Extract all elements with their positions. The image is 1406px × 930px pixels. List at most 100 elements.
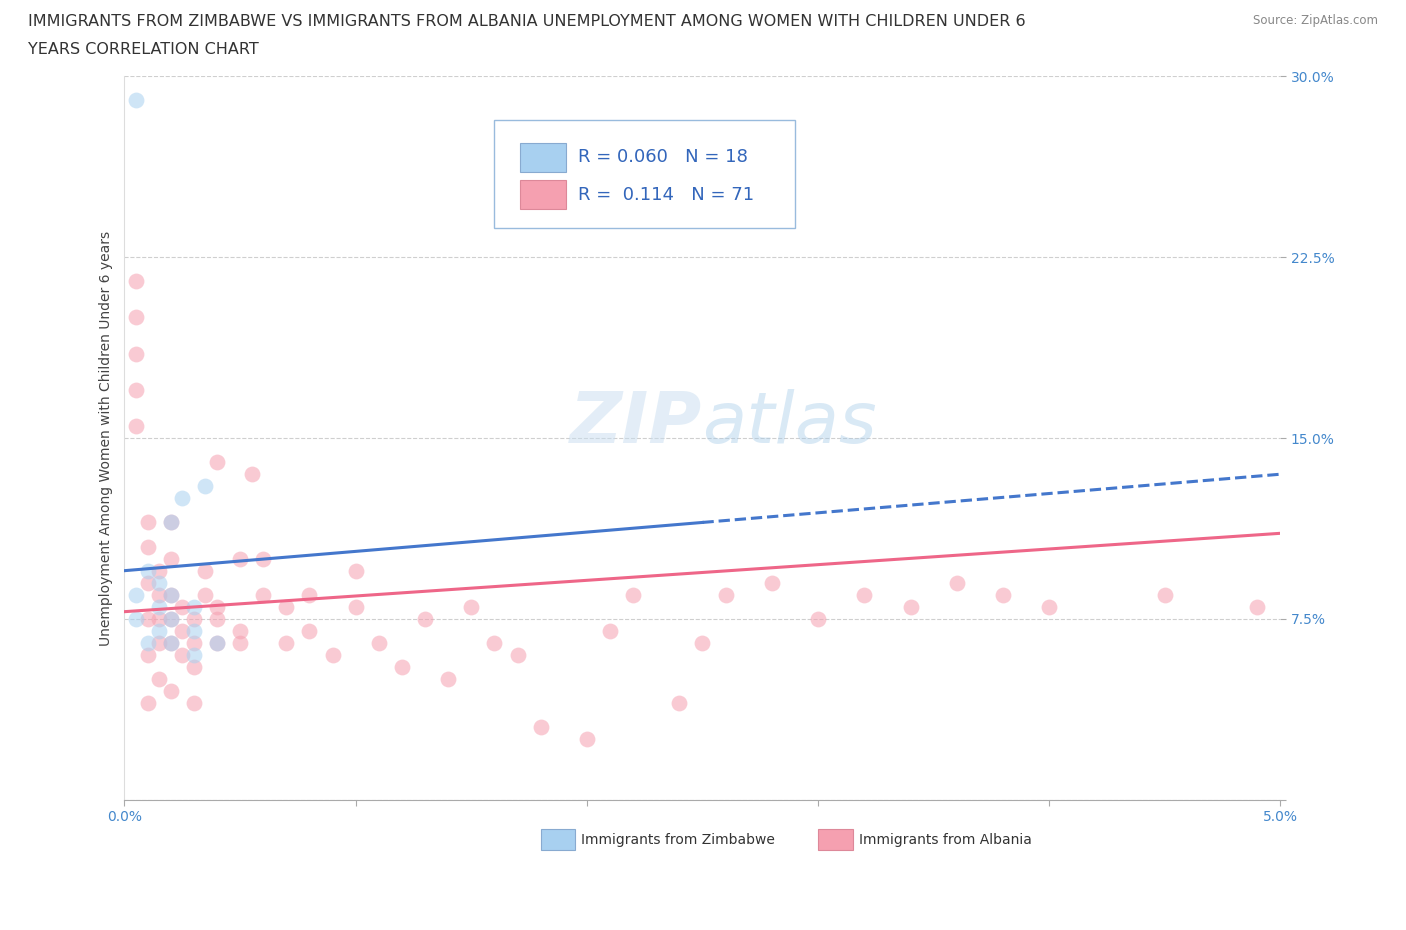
Text: Immigrants from Zimbabwe: Immigrants from Zimbabwe <box>581 832 775 846</box>
Point <box>183 635 205 650</box>
Point <box>148 564 170 578</box>
Point <box>148 623 170 638</box>
Point <box>252 551 274 566</box>
Point <box>136 539 159 554</box>
Text: ZIP: ZIP <box>571 389 703 458</box>
Text: atlas: atlas <box>703 389 877 458</box>
Bar <box>520 180 567 209</box>
Text: YEARS CORRELATION CHART: YEARS CORRELATION CHART <box>28 42 259 57</box>
Point <box>148 588 170 603</box>
Point <box>136 635 159 650</box>
Point <box>298 588 321 603</box>
Point <box>530 720 553 735</box>
Point <box>900 600 922 615</box>
Point <box>853 588 876 603</box>
Point <box>599 623 621 638</box>
Point <box>159 611 181 626</box>
Point <box>437 671 460 686</box>
Point <box>148 576 170 591</box>
Point <box>125 93 148 108</box>
Point <box>344 600 367 615</box>
Bar <box>818 829 853 850</box>
Point <box>172 623 194 638</box>
Point <box>194 588 217 603</box>
Point <box>159 684 181 698</box>
Point <box>506 647 529 662</box>
Point <box>276 600 298 615</box>
Point <box>205 600 228 615</box>
Point <box>136 611 159 626</box>
Point <box>344 564 367 578</box>
Point <box>159 515 181 530</box>
Point <box>159 635 181 650</box>
Point <box>575 732 598 747</box>
Point <box>159 588 181 603</box>
Point <box>205 635 228 650</box>
Point <box>183 611 205 626</box>
Text: R = 0.060   N = 18: R = 0.060 N = 18 <box>578 148 748 166</box>
Point <box>1038 600 1060 615</box>
Point <box>183 696 205 711</box>
Point <box>172 647 194 662</box>
Point <box>125 611 148 626</box>
Bar <box>541 829 575 850</box>
Point <box>205 611 228 626</box>
Point <box>159 515 181 530</box>
Point <box>276 635 298 650</box>
Point <box>252 588 274 603</box>
Point <box>136 696 159 711</box>
Point <box>125 273 148 288</box>
Bar <box>520 143 567 172</box>
Point <box>205 455 228 470</box>
Point <box>125 382 148 397</box>
Point <box>125 418 148 433</box>
Point <box>159 611 181 626</box>
Point <box>183 659 205 674</box>
Point <box>668 696 690 711</box>
Point <box>391 659 413 674</box>
Point <box>172 600 194 615</box>
Point <box>183 600 205 615</box>
Point <box>148 611 170 626</box>
Point <box>148 600 170 615</box>
Point <box>1246 600 1268 615</box>
Point <box>194 564 217 578</box>
Point <box>413 611 436 626</box>
Point <box>172 491 194 506</box>
Point <box>125 310 148 325</box>
Point <box>229 623 252 638</box>
Point <box>159 551 181 566</box>
Point <box>367 635 389 650</box>
Text: Immigrants from Albania: Immigrants from Albania <box>859 832 1032 846</box>
Point <box>229 635 252 650</box>
Point <box>761 576 783 591</box>
Point <box>946 576 969 591</box>
Point <box>136 515 159 530</box>
Point <box>322 647 344 662</box>
Text: Source: ZipAtlas.com: Source: ZipAtlas.com <box>1253 14 1378 27</box>
Point <box>205 635 228 650</box>
Point <box>159 588 181 603</box>
Point <box>1153 588 1175 603</box>
Point <box>240 467 263 482</box>
Point <box>621 588 644 603</box>
Point <box>807 611 830 626</box>
Point <box>460 600 482 615</box>
Point <box>125 346 148 361</box>
Y-axis label: Unemployment Among Women with Children Under 6 years: Unemployment Among Women with Children U… <box>100 231 114 645</box>
Point <box>991 588 1014 603</box>
Point <box>159 635 181 650</box>
Point <box>229 551 252 566</box>
Point <box>125 588 148 603</box>
Point <box>692 635 714 650</box>
Point <box>484 635 506 650</box>
Point <box>298 623 321 638</box>
Point <box>148 635 170 650</box>
Point <box>148 671 170 686</box>
Point <box>183 623 205 638</box>
Text: R =  0.114   N = 71: R = 0.114 N = 71 <box>578 186 754 204</box>
Point <box>194 479 217 494</box>
Point <box>136 576 159 591</box>
FancyBboxPatch shape <box>495 120 794 228</box>
Point <box>183 647 205 662</box>
